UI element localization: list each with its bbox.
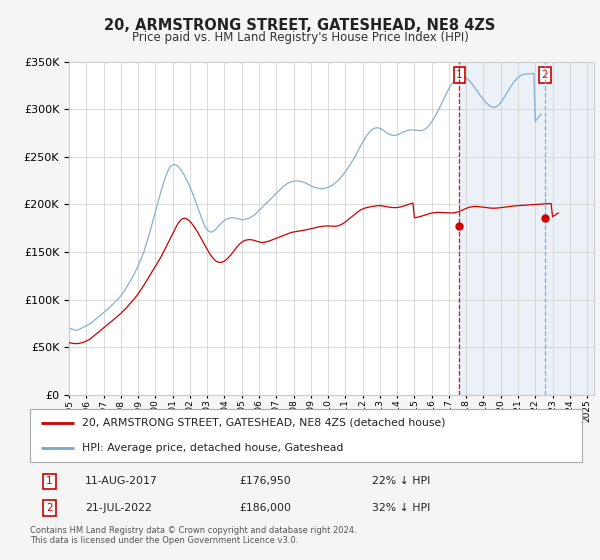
Text: £176,950: £176,950 bbox=[240, 477, 292, 487]
Text: 22% ↓ HPI: 22% ↓ HPI bbox=[372, 477, 431, 487]
Text: HPI: Average price, detached house, Gateshead: HPI: Average price, detached house, Gate… bbox=[82, 443, 344, 453]
Text: 2: 2 bbox=[46, 503, 53, 513]
Text: 20, ARMSTRONG STREET, GATESHEAD, NE8 4ZS: 20, ARMSTRONG STREET, GATESHEAD, NE8 4ZS bbox=[104, 18, 496, 33]
Text: Price paid vs. HM Land Registry's House Price Index (HPI): Price paid vs. HM Land Registry's House … bbox=[131, 31, 469, 44]
Text: 1: 1 bbox=[456, 70, 463, 80]
Bar bbox=[460, 62, 600, 395]
Text: 11-AUG-2017: 11-AUG-2017 bbox=[85, 477, 158, 487]
Text: 20, ARMSTRONG STREET, GATESHEAD, NE8 4ZS (detached house): 20, ARMSTRONG STREET, GATESHEAD, NE8 4ZS… bbox=[82, 418, 446, 428]
Text: This data is licensed under the Open Government Licence v3.0.: This data is licensed under the Open Gov… bbox=[30, 536, 298, 545]
Text: 32% ↓ HPI: 32% ↓ HPI bbox=[372, 503, 431, 513]
Text: 2: 2 bbox=[541, 70, 548, 80]
Text: £186,000: £186,000 bbox=[240, 503, 292, 513]
Text: 21-JUL-2022: 21-JUL-2022 bbox=[85, 503, 152, 513]
Text: Contains HM Land Registry data © Crown copyright and database right 2024.: Contains HM Land Registry data © Crown c… bbox=[30, 526, 356, 535]
Text: 1: 1 bbox=[46, 477, 53, 487]
